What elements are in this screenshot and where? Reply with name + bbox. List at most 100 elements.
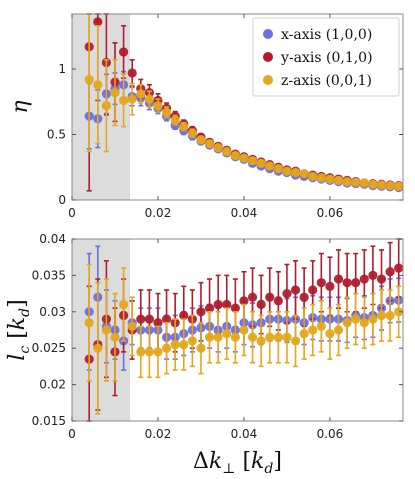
data-point	[299, 169, 309, 179]
y-tick-label: 0.025	[32, 341, 66, 355]
data-point	[153, 347, 163, 357]
data-point	[265, 332, 275, 342]
data-point	[127, 94, 137, 104]
data-point	[342, 177, 352, 187]
y-axis-title: η	[8, 100, 33, 113]
shaded-region	[72, 239, 131, 421]
data-point	[127, 321, 137, 331]
data-point	[359, 274, 369, 284]
y-title-main: l	[5, 354, 30, 361]
data-point	[333, 175, 344, 185]
data-point	[342, 318, 352, 328]
data-point	[179, 310, 189, 321]
y-title-sub2: d	[17, 308, 33, 317]
data-point	[153, 318, 163, 328]
data-point	[394, 307, 404, 317]
data-point	[325, 174, 335, 184]
data-point	[359, 318, 369, 328]
series-3	[84, 13, 404, 191]
data-point	[196, 307, 206, 317]
data-point	[239, 325, 249, 335]
data-point	[239, 153, 249, 163]
x-title-close: ]	[273, 449, 282, 474]
data-point	[222, 299, 232, 310]
x-title-bracket: [	[235, 449, 251, 474]
data-point	[127, 68, 137, 78]
data-point	[368, 179, 378, 189]
x-title-k: k	[209, 449, 222, 474]
x-tick-label: 0.06	[317, 206, 344, 220]
x-title-sub: d	[264, 461, 273, 477]
legend-marker	[263, 52, 273, 62]
x-tick-label: 0.02	[145, 206, 172, 220]
data-point	[333, 274, 344, 284]
data-point	[110, 332, 120, 342]
data-point	[376, 310, 387, 321]
data-point	[299, 292, 309, 302]
data-point	[84, 318, 94, 328]
data-point	[376, 274, 387, 284]
data-point	[351, 177, 361, 187]
y-tick-label: 0	[58, 193, 66, 207]
legend: x-axis (1,0,0) y-axis (0,1,0) z-axis (0,0,…	[252, 17, 400, 97]
legend-marker	[263, 29, 273, 39]
data-point	[368, 270, 378, 280]
data-point	[187, 336, 197, 346]
data-point	[213, 332, 223, 342]
data-point	[308, 325, 318, 335]
data-point	[136, 347, 146, 357]
x-tick-label: 0	[68, 427, 76, 441]
data-point	[93, 17, 103, 27]
data-point	[118, 95, 129, 106]
data-point	[265, 292, 275, 302]
data-point	[385, 267, 395, 277]
data-point	[351, 314, 361, 324]
y-axis-title: lc [kd]	[5, 299, 33, 360]
data-point	[385, 180, 395, 191]
data-point	[136, 89, 146, 99]
data-point	[179, 339, 189, 350]
legend-marker	[263, 75, 273, 85]
data-point	[161, 107, 172, 117]
x-title-perp: ⊥	[222, 461, 235, 477]
data-point	[230, 303, 240, 313]
data-point	[213, 299, 223, 310]
y-tick-label: 1	[58, 62, 66, 76]
x-axis-title: Δk⊥ [kd]	[193, 449, 282, 477]
data-point	[161, 314, 172, 324]
data-point	[282, 289, 292, 299]
y-title-bracket: [	[5, 330, 30, 346]
data-point	[282, 332, 292, 342]
data-point	[316, 173, 326, 183]
x-tick-label: 0.02	[145, 427, 172, 441]
data-point	[144, 314, 154, 324]
data-point	[144, 347, 154, 357]
data-point	[265, 161, 275, 171]
data-point	[230, 150, 240, 161]
data-point	[204, 303, 215, 313]
data-point	[93, 343, 103, 353]
legend-label: y-axis (0,1,0)	[280, 50, 373, 66]
data-point	[110, 87, 120, 98]
data-point	[342, 278, 352, 288]
data-point	[93, 80, 103, 90]
data-point	[376, 180, 387, 190]
y-tick-label: 0.035	[32, 268, 66, 282]
y-tick-label: 0.5	[47, 128, 66, 142]
data-point	[213, 143, 223, 153]
data-point	[161, 343, 172, 353]
top-panel-eta: 0 0.02 0.04 0.06 0 0.5 1 η	[8, 13, 404, 220]
data-point	[333, 325, 344, 335]
data-point	[239, 296, 249, 306]
x-tick-label: 0.04	[231, 206, 258, 220]
data-point	[118, 299, 129, 310]
bottom-panel-lc: 0 0.02 0.04 0.06 0.015 0.02 0.025 0.03 0.035 0.04…	[5, 232, 404, 477]
y-title-close: ]	[5, 299, 30, 308]
data-point	[222, 146, 232, 157]
data-point	[170, 339, 180, 350]
series-3	[84, 263, 404, 415]
data-point	[290, 167, 301, 178]
data-point	[351, 278, 361, 288]
data-point	[256, 158, 266, 168]
y-tick-label: 0.03	[39, 305, 66, 319]
